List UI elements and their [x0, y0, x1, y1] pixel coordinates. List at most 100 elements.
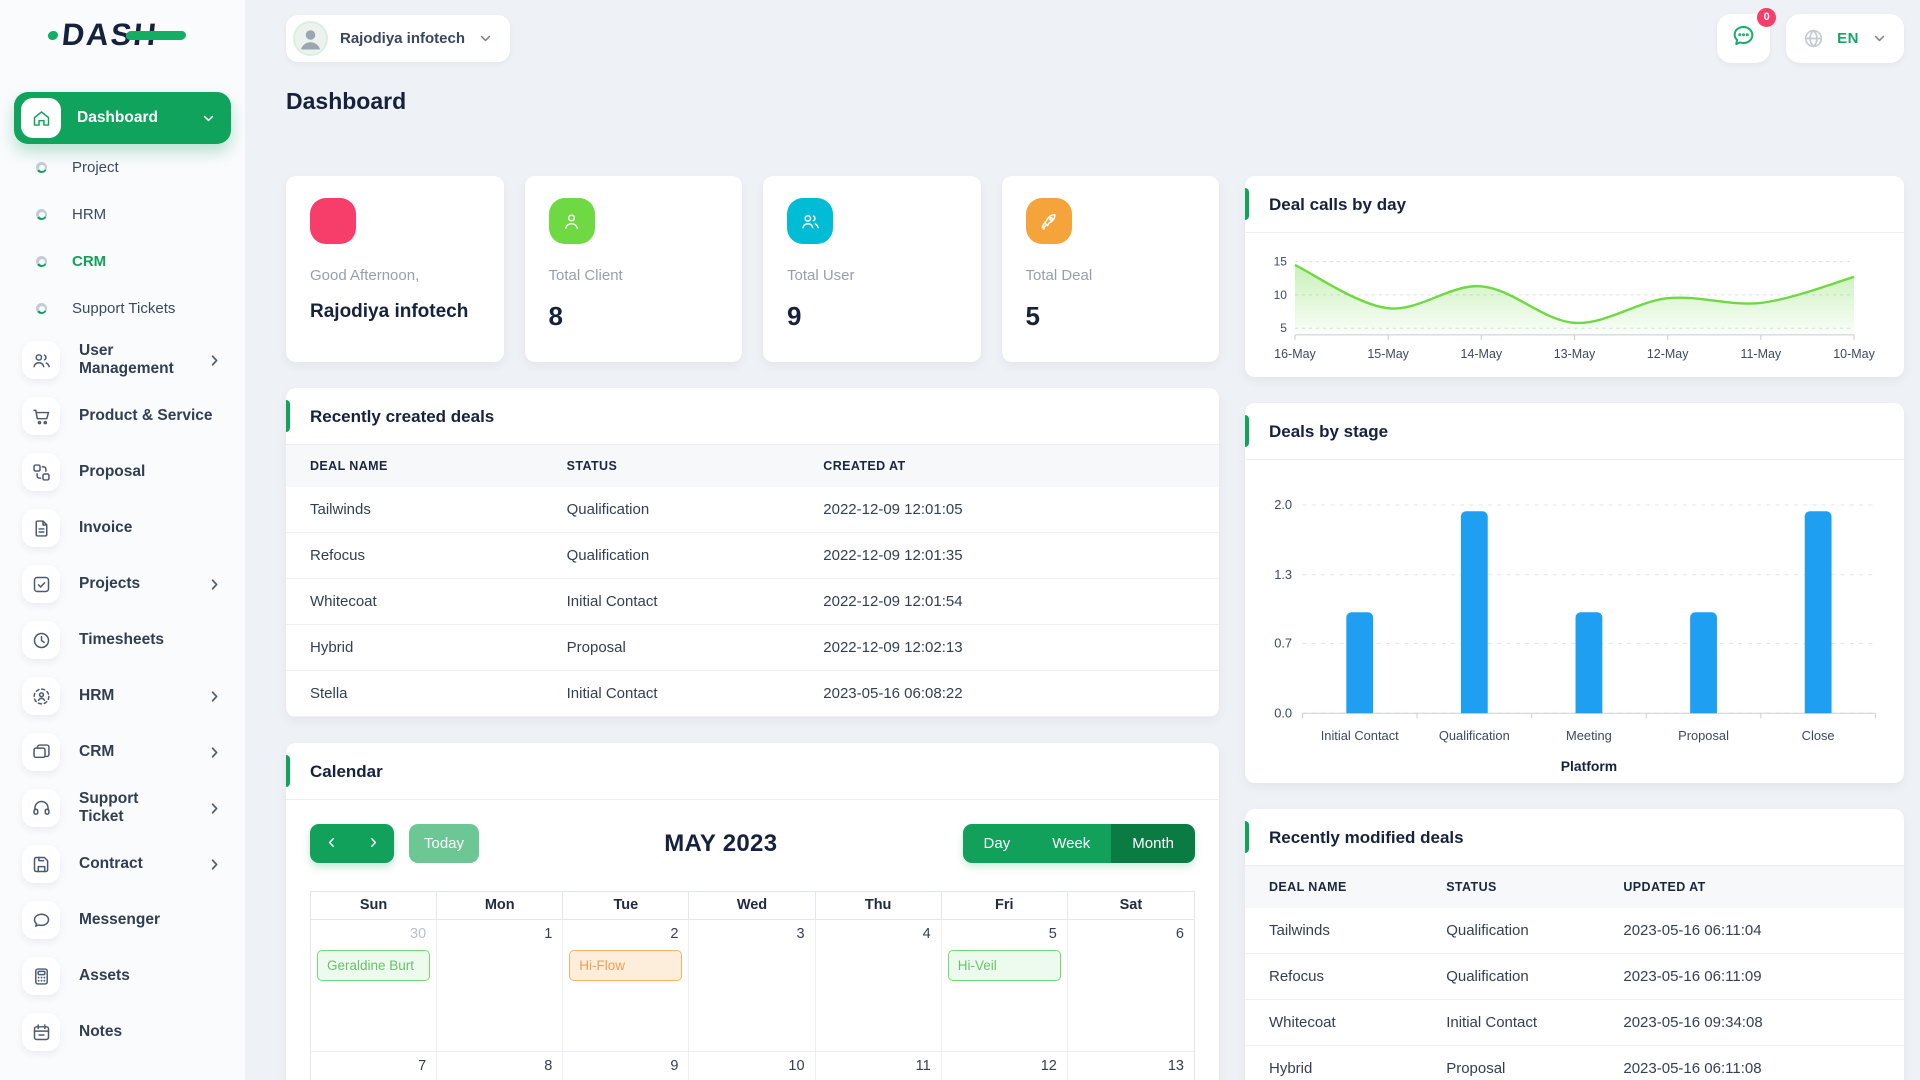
language-selector[interactable]: EN	[1786, 13, 1904, 63]
calendar-today-button[interactable]: Today	[409, 824, 480, 863]
calendar-next-button[interactable]	[352, 824, 394, 863]
crm-icon	[22, 733, 60, 771]
stat-card-total-user: Total User 9	[763, 176, 981, 362]
sidebar-item-crm[interactable]: CRM	[0, 724, 245, 780]
calendar-event[interactable]: Geraldine Burt	[317, 950, 431, 981]
sidebar-item-messenger[interactable]: Messenger	[0, 892, 245, 948]
calendar-view-month[interactable]: Month	[1111, 824, 1195, 863]
sidebar-item-invoice[interactable]: Invoice	[0, 500, 245, 556]
calendar-date: 5	[1048, 926, 1057, 942]
sidebar-item-timesheets[interactable]: Timesheets	[0, 612, 245, 668]
sidebar-subitem-project[interactable]: Project	[0, 144, 245, 191]
calendar-day-cell[interactable]: 6	[1067, 920, 1194, 1052]
calendar-nav-group	[310, 824, 394, 863]
bar[interactable]	[1346, 612, 1374, 714]
calendar-day-cell[interactable]: 12	[942, 1052, 1068, 1080]
bar[interactable]	[1690, 612, 1717, 714]
calendar-day-cell[interactable]: 8	[437, 1052, 564, 1080]
sidebar-item-hrm[interactable]: HRM	[0, 668, 245, 724]
bar[interactable]	[1804, 511, 1832, 714]
calendar-day-cell[interactable]: 3	[689, 920, 816, 1052]
bar[interactable]	[1460, 511, 1488, 714]
calendar-grid: Sun Mon Tue Wed Thu Fri Sat 30 Geraldine Burt 1 2…	[310, 891, 1195, 1080]
table-cell: Initial Contact	[566, 593, 658, 610]
table-cell: Initial Contact	[566, 685, 658, 702]
area-chart-svg: 5 10 15 16-May 15-May 14-May 13-May 12-May 11-Ma…	[1274, 255, 1876, 361]
calendar-date: 3	[796, 926, 805, 942]
sidebar-item-proposal[interactable]: Proposal	[0, 444, 245, 500]
panel-header: Recently modified deals	[1245, 809, 1904, 867]
stat-card-total-client: Total Client 8	[524, 176, 742, 362]
bullet-ring-icon	[36, 209, 47, 220]
table-row: Hybrid Proposal 2023-05-16 06:11:08	[1245, 1046, 1904, 1080]
sidebar-item-label: Contract	[79, 855, 143, 872]
table-cell: Qualification	[1446, 968, 1529, 986]
table-row: Whitecoat Initial Contact 2023-05-16 09:34…	[1245, 1000, 1904, 1047]
table-cell: 2022-12-09 12:01:05	[823, 501, 963, 518]
calendar-day-cell[interactable]: 2 Hi-Flow	[563, 920, 690, 1052]
sidebar-item-product-service[interactable]: Product & Service	[0, 388, 245, 444]
svg-text:11-May: 11-May	[1741, 347, 1782, 361]
bullet-ring-icon	[36, 303, 47, 314]
sidebar-item-assets[interactable]: Assets	[0, 948, 245, 1004]
deal-calls-panel: Deal calls by day 5 10 15 16-May 15-May 14-Ma…	[1245, 176, 1904, 377]
table-cell: 2023-05-16 06:11:08	[1623, 1060, 1762, 1078]
calendar-day-cell[interactable]: 11	[816, 1052, 942, 1080]
calendar-date: 10	[788, 1058, 805, 1074]
calendar-day-cell[interactable]: 13	[1068, 1052, 1194, 1080]
weekday-label: Sat	[1067, 892, 1194, 920]
bar[interactable]	[1575, 612, 1603, 714]
calendar-day-cell[interactable]: 10	[689, 1052, 816, 1080]
svg-text:14-May: 14-May	[1461, 347, 1503, 361]
messages-button[interactable]: 0	[1717, 7, 1777, 63]
panel-header: Deal calls by day	[1245, 176, 1904, 233]
column-header: CREATED AT	[823, 459, 906, 473]
recently-modified-table: DEAL NAME STATUS UPDATED AT Tailwinds Qualif…	[1245, 866, 1904, 1080]
invoice-icon	[22, 509, 60, 547]
calendar-day-cell[interactable]: 7	[311, 1052, 438, 1080]
sidebar-subitem-crm[interactable]: CRM	[0, 238, 245, 285]
calendar-toolbar: Today MAY 2023 Day Week Month	[286, 800, 1219, 867]
left-column: Good Afternoon, Rajodiya infotech Total Cl…	[286, 176, 1219, 1080]
calendar-day-cell[interactable]: 5 Hi-Veil	[941, 920, 1068, 1052]
sidebar-menu: User Management Product & Service Proposal…	[0, 332, 245, 1060]
calendar-event[interactable]: Hi-Veil	[947, 950, 1061, 981]
brand-logo[interactable]: DASH	[0, 0, 245, 70]
weekday-label: Tue	[563, 892, 690, 920]
sidebar-item-dashboard[interactable]: Dashboard	[14, 92, 231, 144]
table-cell: 2023-05-16 06:08:22	[823, 685, 963, 702]
proposal-icon	[22, 453, 60, 491]
table-row: Whitecoat Initial Contact 2022-12-09 12:01…	[286, 579, 1219, 625]
sidebar-subitem-hrm[interactable]: HRM	[0, 191, 245, 238]
bullet-ring-icon	[36, 162, 47, 173]
svg-text:16-May: 16-May	[1274, 347, 1316, 361]
table-cell: Initial Contact	[1446, 1014, 1538, 1032]
sidebar-item-user-management[interactable]: User Management	[0, 332, 245, 388]
svg-text:15: 15	[1274, 255, 1288, 269]
sidebar: DASH Dashboard Project HRM CRM Support Tick…	[0, 0, 245, 1080]
chevron-right-icon	[206, 856, 223, 873]
table-cell: Qualification	[1446, 922, 1529, 940]
sidebar-item-contract[interactable]: Contract	[0, 836, 245, 892]
sidebar-item-notes[interactable]: Notes	[0, 1004, 245, 1060]
calendar-event[interactable]: Hi-Flow	[569, 950, 683, 981]
calendar-day-cell[interactable]: 9	[563, 1052, 690, 1080]
calendar-view-day[interactable]: Day	[962, 824, 1032, 863]
calendar-day-cell[interactable]: 1	[437, 920, 564, 1052]
sidebar-item-projects[interactable]: Projects	[0, 556, 245, 612]
calendar-day-cell[interactable]: 4	[815, 920, 942, 1052]
table-cell: Refocus	[310, 547, 366, 564]
calendar-day-cell[interactable]: 30 Geraldine Burt	[311, 920, 438, 1052]
sidebar-subitem-support-tickets[interactable]: Support Tickets	[0, 285, 245, 332]
calendar-view-week[interactable]: Week	[1031, 824, 1112, 863]
column-header: STATUS	[1446, 880, 1497, 895]
table-cell: Whitecoat	[1269, 1014, 1336, 1032]
calendar-prev-button[interactable]	[310, 824, 352, 863]
company-selector[interactable]: Rajodiya infotech	[286, 14, 511, 62]
calendar-week-row: 30 Geraldine Burt 1 2 Hi-Flow 3 4 5 Hi-Veil 6	[311, 920, 1194, 1052]
chevron-right-icon	[206, 744, 223, 761]
calendar-date: 30	[410, 926, 427, 942]
sidebar-item-support-ticket[interactable]: Support Ticket	[0, 780, 245, 836]
chevron-right-icon	[206, 352, 223, 369]
calendar-week-row: 7 8 9 10 11 12 13	[311, 1052, 1194, 1080]
